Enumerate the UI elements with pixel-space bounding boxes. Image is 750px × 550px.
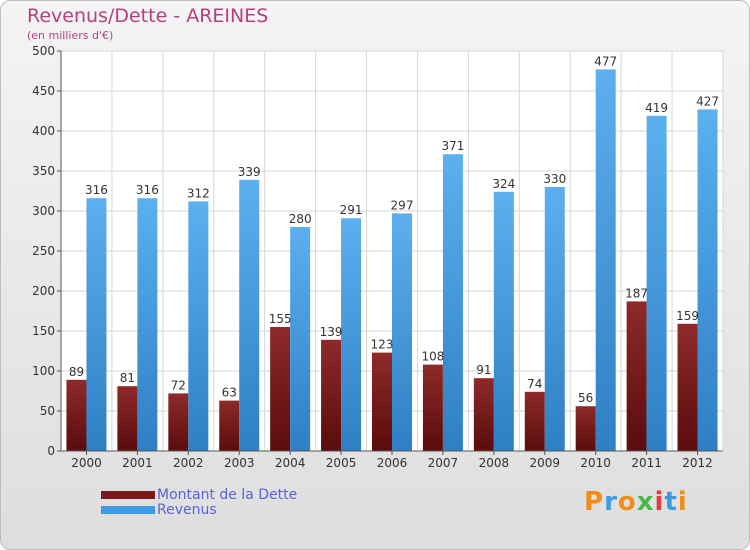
legend-label-revenus: Revenus <box>157 502 217 518</box>
bar-dette <box>168 393 189 451</box>
value-label-dette: 91 <box>476 363 491 377</box>
value-label-revenus: 477 <box>594 54 617 68</box>
value-label-dette: 74 <box>527 377 542 391</box>
value-label-dette: 139 <box>320 325 343 339</box>
bar-revenus <box>392 213 412 451</box>
value-label-revenus: 291 <box>340 203 363 217</box>
x-tick-label: 2006 <box>377 456 408 470</box>
bar-dette <box>422 364 443 451</box>
bar-dette <box>219 400 240 451</box>
y-tick-label: 250 <box>32 244 55 258</box>
proxiti-logo: Proxiti <box>584 487 688 517</box>
value-label-dette: 123 <box>371 338 394 352</box>
y-tick-label: 50 <box>40 404 55 418</box>
bar-dette <box>524 391 545 451</box>
legend-label-dette: Montant de la Dette <box>157 487 298 503</box>
x-tick-label: 2004 <box>275 456 306 470</box>
bar-dette <box>66 379 87 451</box>
bar-dette <box>677 323 698 451</box>
value-label-revenus: 280 <box>289 212 312 226</box>
value-label-revenus: 316 <box>136 183 159 197</box>
chart-title: Revenus/Dette - AREINES <box>27 5 269 27</box>
legend-swatch-dette <box>101 491 155 499</box>
bar-revenus <box>697 109 718 452</box>
value-label-revenus: 419 <box>645 101 668 115</box>
value-label-dette: 63 <box>222 386 237 400</box>
value-label-dette: 108 <box>421 350 444 364</box>
bar-revenus <box>341 218 362 451</box>
y-tick-label: 300 <box>32 204 55 218</box>
legend-swatch-revenus <box>101 506 155 514</box>
bar-revenus <box>442 154 463 451</box>
bar-dette <box>626 301 647 451</box>
bar-revenus <box>188 201 209 451</box>
logo-letter: r <box>604 487 618 517</box>
logo-letter: t <box>664 487 678 517</box>
bars <box>66 69 718 452</box>
value-label-revenus: 427 <box>696 94 719 108</box>
bar-revenus <box>544 187 565 451</box>
value-label-dette: 89 <box>69 365 84 379</box>
x-tick-label: 2009 <box>529 456 560 470</box>
logo-letter: i <box>677 487 688 517</box>
y-tick-label: 500 <box>32 44 55 58</box>
bar-dette <box>117 386 138 451</box>
value-label-dette: 187 <box>625 286 648 300</box>
value-label-revenus: 330 <box>543 172 566 186</box>
value-label-revenus: 371 <box>441 139 464 153</box>
x-tick-label: 2011 <box>631 456 662 470</box>
bar-dette <box>575 406 596 451</box>
logo-letter: x <box>636 487 655 517</box>
y-tick-label: 450 <box>32 84 55 98</box>
value-label-revenus: 297 <box>391 198 414 212</box>
bar-revenus <box>493 191 514 452</box>
value-label-dette: 56 <box>578 391 593 405</box>
value-label-dette: 72 <box>171 378 186 392</box>
value-labels: 89 316 81 316 72 312 63 339 155 280 139 291 123 297 10… <box>69 54 719 405</box>
x-tick-label: 2005 <box>326 456 357 470</box>
x-tick-label: 2002 <box>173 456 204 470</box>
x-tick-label: 2001 <box>122 456 153 470</box>
y-tick-label: 100 <box>32 364 55 378</box>
bar-revenus <box>595 69 616 452</box>
value-label-revenus: 316 <box>85 183 108 197</box>
bar-revenus <box>290 227 311 451</box>
bar-dette <box>372 352 392 451</box>
x-tick-label: 2012 <box>682 456 713 470</box>
bar-revenus <box>646 115 667 452</box>
logo-letter: P <box>584 487 605 517</box>
bar-dette <box>321 339 342 451</box>
x-tick-label: 2010 <box>580 456 611 470</box>
value-label-revenus: 312 <box>187 186 210 200</box>
logo-letter: i <box>654 487 665 517</box>
bar-dette <box>473 378 494 451</box>
value-label-revenus: 339 <box>238 165 261 179</box>
value-label-dette: 159 <box>676 309 699 323</box>
value-label-revenus: 324 <box>492 177 515 191</box>
y-tick-label: 0 <box>47 444 55 458</box>
chart-subtitle: (en milliers d'€) <box>27 29 114 42</box>
y-tick-label: 400 <box>32 124 55 138</box>
bar-revenus <box>137 198 158 451</box>
y-tick-label: 200 <box>32 284 55 298</box>
x-tick-label: 2007 <box>428 456 459 470</box>
x-tick-label: 2008 <box>479 456 510 470</box>
y-tick-label: 350 <box>32 164 55 178</box>
bar-revenus <box>239 179 260 452</box>
y-tick-label: 150 <box>32 324 55 338</box>
logo-letter: o <box>617 487 637 517</box>
value-label-dette: 155 <box>269 312 292 326</box>
x-tick-label: 2000 <box>71 456 102 470</box>
x-tick-label: 2003 <box>224 456 255 470</box>
bar-revenus <box>86 198 107 451</box>
value-label-dette: 81 <box>120 371 135 385</box>
bar-dette <box>270 327 291 451</box>
axes: 0 50 100 150 200 250 300 350 400 450 500 2000 2001 20… <box>32 44 723 470</box>
